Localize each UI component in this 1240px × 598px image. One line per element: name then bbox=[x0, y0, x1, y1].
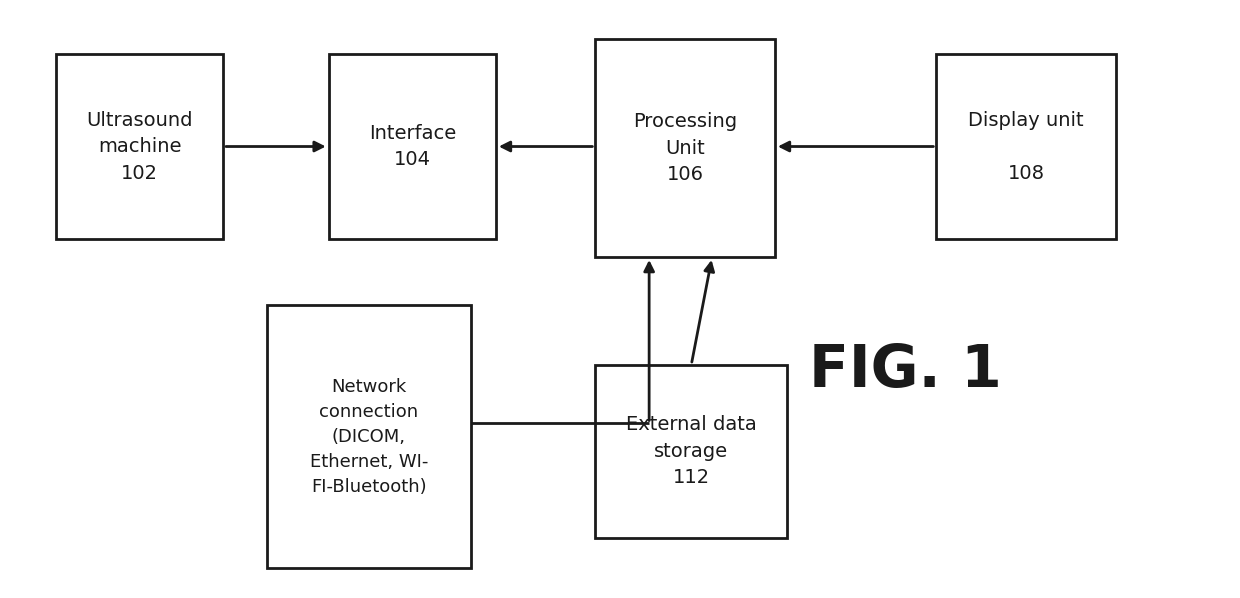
Text: Network
connection
(DICOM,
Ethernet, WI-
FI-Bluetooth): Network connection (DICOM, Ethernet, WI-… bbox=[310, 377, 428, 496]
Bar bbox=[595, 365, 787, 538]
Text: Interface
104: Interface 104 bbox=[368, 124, 456, 169]
Bar bbox=[56, 54, 223, 239]
Bar bbox=[936, 54, 1116, 239]
Bar bbox=[267, 305, 471, 568]
Text: Ultrasound
machine
102: Ultrasound machine 102 bbox=[87, 111, 192, 182]
Text: Processing
Unit
106: Processing Unit 106 bbox=[634, 112, 737, 184]
Text: FIG. 1: FIG. 1 bbox=[808, 342, 1002, 399]
Text: Display unit

108: Display unit 108 bbox=[968, 111, 1084, 182]
Bar bbox=[329, 54, 496, 239]
Text: External data
storage
112: External data storage 112 bbox=[626, 416, 756, 487]
Bar bbox=[595, 39, 775, 257]
